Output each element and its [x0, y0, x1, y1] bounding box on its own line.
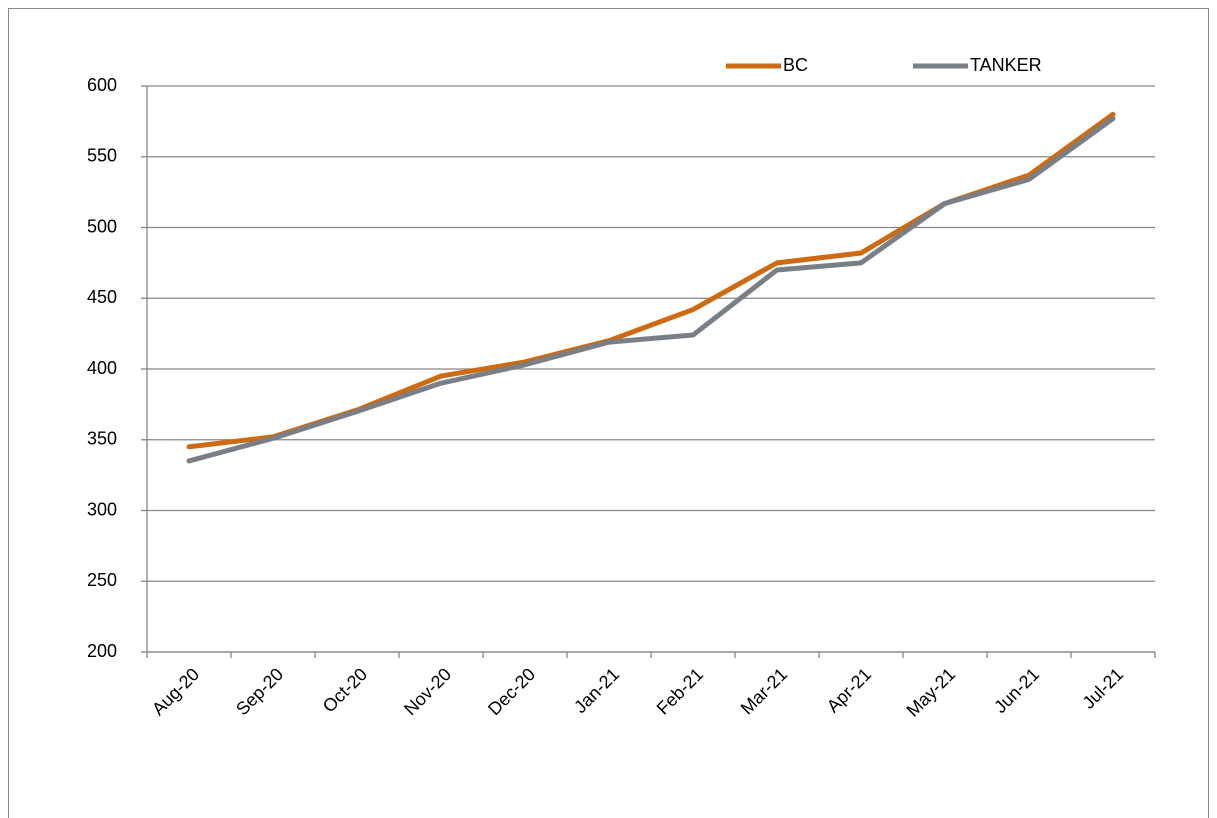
legend-label: TANKER	[970, 55, 1042, 75]
y-tick-label: 300	[87, 499, 117, 519]
y-tick-label: 550	[87, 146, 117, 166]
x-tick-label: Aug-20	[148, 664, 203, 719]
y-tick-label: 400	[87, 358, 117, 378]
y-tick-label: 350	[87, 429, 117, 449]
series-line	[186, 111, 1116, 450]
x-tick-label: Dec-20	[484, 664, 539, 719]
y-tick-label: 500	[87, 216, 117, 236]
x-tick-label: Mar-21	[737, 664, 791, 718]
x-tick-label: Jan-21	[570, 664, 623, 717]
x-tick-label: Jul-21	[1078, 664, 1127, 713]
legend-label: BC	[783, 55, 808, 75]
series-line	[186, 116, 1116, 464]
y-tick-label: 250	[87, 570, 117, 590]
y-tick-label: 200	[87, 641, 117, 661]
x-tick-label: Jun-21	[990, 664, 1043, 717]
y-tick-label: 450	[87, 287, 117, 307]
x-tick-label: May-21	[903, 664, 960, 721]
x-tick-label: Nov-20	[400, 664, 455, 719]
x-tick-label: Oct-20	[319, 664, 371, 716]
x-tick-label: Apr-21	[823, 664, 875, 716]
x-tick-label: Feb-21	[653, 664, 707, 718]
chart-frame	[8, 8, 1209, 818]
y-tick-label: 600	[87, 75, 117, 95]
x-tick-label: Sep-20	[232, 664, 287, 719]
